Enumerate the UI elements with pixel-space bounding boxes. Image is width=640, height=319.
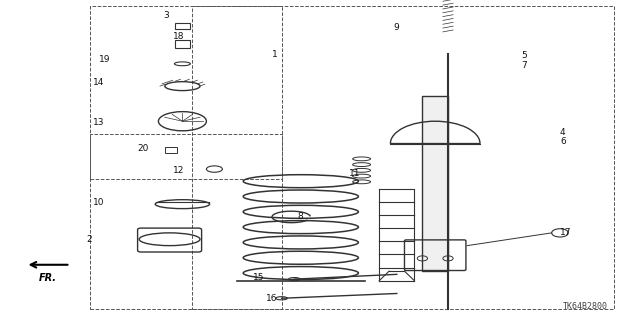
Bar bbox=[192, 6, 614, 309]
Text: 18: 18 bbox=[173, 32, 184, 41]
Text: 11: 11 bbox=[349, 169, 360, 178]
Text: 6: 6 bbox=[560, 137, 566, 146]
Text: 7: 7 bbox=[522, 61, 527, 70]
Text: TK64B2800: TK64B2800 bbox=[563, 302, 608, 311]
Text: 8: 8 bbox=[298, 212, 303, 221]
Text: 17: 17 bbox=[560, 228, 572, 237]
Text: 12: 12 bbox=[173, 166, 184, 175]
Bar bbox=[90, 134, 282, 309]
Text: 16: 16 bbox=[266, 294, 277, 303]
Text: 3: 3 bbox=[163, 11, 169, 20]
Bar bbox=[175, 40, 190, 48]
Text: 20: 20 bbox=[138, 144, 149, 153]
Text: 5: 5 bbox=[522, 51, 527, 60]
Text: 1: 1 bbox=[272, 50, 278, 59]
Bar bbox=[422, 96, 448, 271]
Bar bbox=[175, 23, 190, 29]
Text: FR.: FR. bbox=[39, 272, 57, 283]
Text: 19: 19 bbox=[99, 55, 111, 63]
Text: 10: 10 bbox=[93, 198, 104, 207]
Text: 15: 15 bbox=[253, 273, 264, 282]
Text: 4: 4 bbox=[560, 128, 566, 137]
Text: 13: 13 bbox=[93, 118, 104, 127]
Bar bbox=[90, 6, 282, 179]
Bar bbox=[165, 147, 177, 153]
Text: 14: 14 bbox=[93, 78, 104, 87]
Text: 9: 9 bbox=[394, 23, 399, 32]
Text: 2: 2 bbox=[86, 235, 92, 244]
